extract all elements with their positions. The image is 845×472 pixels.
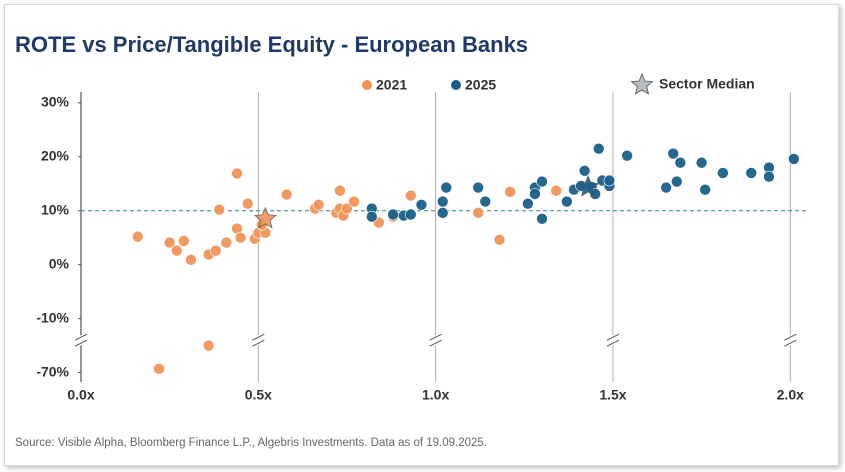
axis-break-mark xyxy=(252,339,265,347)
data-point xyxy=(312,198,325,211)
data-point xyxy=(185,254,197,266)
data-point xyxy=(241,197,254,210)
axis-break-gap xyxy=(429,335,442,346)
axis-break-mark xyxy=(784,339,797,347)
data-point xyxy=(365,210,378,223)
legend-marker xyxy=(362,80,372,90)
data-point xyxy=(415,198,428,211)
data-point xyxy=(550,184,563,197)
data-point xyxy=(504,186,516,198)
y-tick-label: 10% xyxy=(41,201,70,217)
axis-break-mark xyxy=(606,333,620,341)
median-star xyxy=(576,174,600,197)
x-tick-label: 2.0x xyxy=(777,387,804,403)
x-tick-label: 0.5x xyxy=(245,387,272,403)
source-note: Source: Visible Alpha, Bloomberg Finance… xyxy=(15,437,487,449)
data-point xyxy=(440,181,453,194)
chart: ROTE vs Price/Tangible Equity - European… xyxy=(15,32,808,449)
data-point xyxy=(348,195,360,208)
data-point xyxy=(405,189,417,202)
axis-break-gap xyxy=(252,335,265,346)
data-point xyxy=(603,174,616,187)
data-point xyxy=(788,153,800,165)
data-point xyxy=(231,167,243,180)
y-tick-label: -70% xyxy=(36,363,69,379)
y-tick-label: 0% xyxy=(49,255,70,271)
data-point xyxy=(436,207,449,219)
data-point xyxy=(387,208,399,221)
data-point xyxy=(234,231,247,244)
data-point xyxy=(578,164,591,177)
axis-break-mark xyxy=(74,333,88,341)
legend-marker xyxy=(630,72,654,95)
data-point xyxy=(220,236,233,249)
axis-break-gap xyxy=(75,335,87,346)
data-point xyxy=(163,236,176,249)
y-tick-label: 20% xyxy=(41,147,70,163)
legend-label: 2025 xyxy=(465,77,496,93)
data-point xyxy=(472,207,484,219)
axis-break-gap xyxy=(606,335,619,346)
data-point xyxy=(472,181,484,194)
data-point xyxy=(536,213,548,225)
y-tick-label: 30% xyxy=(41,93,70,109)
data-point xyxy=(479,195,492,208)
data-point xyxy=(717,167,729,179)
data-point xyxy=(745,167,758,179)
legend-marker xyxy=(451,80,461,90)
data-point xyxy=(131,230,144,243)
data-point xyxy=(695,156,708,169)
data-point xyxy=(170,244,183,257)
axis-break-mark xyxy=(252,333,265,341)
axis-break-gap xyxy=(784,335,797,346)
data-point xyxy=(699,183,711,196)
data-point xyxy=(178,235,190,247)
axis-break-mark xyxy=(429,333,442,341)
card: ROTE vs Price/Tangible Equity - European… xyxy=(4,4,839,466)
data-point xyxy=(621,149,633,162)
data-point xyxy=(670,175,683,188)
data-point xyxy=(153,363,165,375)
data-point xyxy=(561,195,573,208)
data-point xyxy=(522,197,534,210)
data-point xyxy=(667,147,680,160)
legend-label: 2021 xyxy=(376,77,407,93)
data-point xyxy=(334,184,346,197)
data-point xyxy=(213,203,226,216)
x-tick-label: 1.5x xyxy=(599,387,626,403)
data-point xyxy=(493,234,506,246)
data-point xyxy=(529,188,541,200)
axis-break-mark xyxy=(606,339,620,347)
x-tick-label: 1.0x xyxy=(422,387,449,403)
data-point xyxy=(674,156,687,169)
data-point xyxy=(592,142,605,155)
data-point xyxy=(660,181,672,194)
legend-label: Sector Median xyxy=(659,76,755,92)
axis-break-mark xyxy=(74,339,88,347)
data-point xyxy=(202,339,215,352)
chart-title: ROTE vs Price/Tangible Equity - European… xyxy=(15,32,528,57)
data-point xyxy=(341,202,353,215)
data-point xyxy=(763,170,775,183)
axis-break-mark xyxy=(784,333,797,341)
axis-break-mark xyxy=(429,339,442,347)
data-point xyxy=(436,195,449,208)
data-point xyxy=(405,208,417,221)
y-tick-label: -10% xyxy=(36,309,69,325)
median-star xyxy=(253,206,277,229)
data-point xyxy=(209,244,222,257)
data-point xyxy=(280,188,293,201)
data-point xyxy=(536,175,548,188)
x-tick-label: 0.0x xyxy=(67,387,94,403)
